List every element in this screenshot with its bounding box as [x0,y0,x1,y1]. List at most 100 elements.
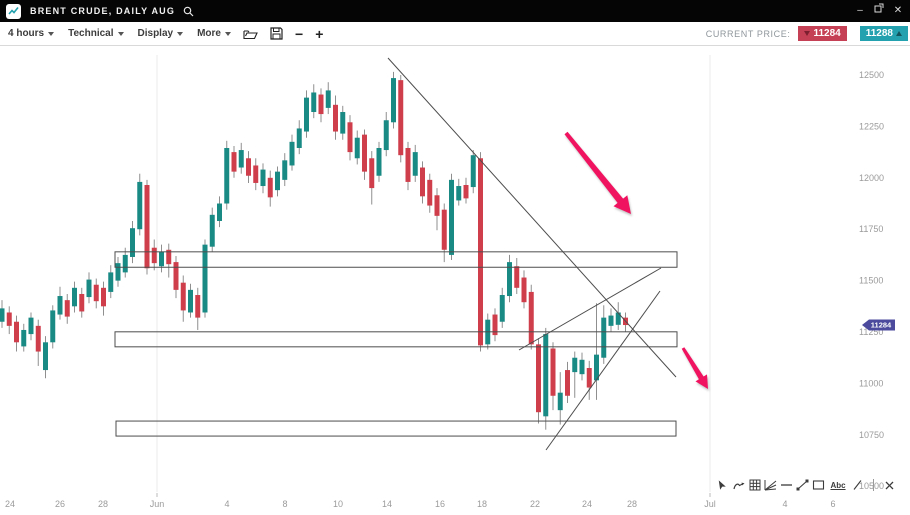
candle-up [391,78,396,123]
candle-up [224,147,230,204]
cursor-tool[interactable] [716,478,729,492]
candle-down [253,165,259,183]
resistance-zone-upper[interactable] [114,251,678,268]
zoom-out-icon[interactable]: − [295,25,304,42]
price-axis-label: 12000 [859,173,884,183]
price-axis-label: 11000 [859,378,883,388]
bearish-arrow-large[interactable] [564,131,632,214]
candle-up [608,315,614,326]
candle-up [202,244,208,313]
candle-up [72,287,77,307]
candle-up [304,97,309,132]
horizontal-line-tool[interactable] [780,478,793,492]
chevron-down-icon [48,32,55,36]
candle-up [601,317,607,358]
candle-up [50,310,56,343]
descending-trendline[interactable] [387,57,677,378]
close-button[interactable]: ✕ [893,5,903,16]
support-zone-lower[interactable] [115,420,677,437]
drawing-toolbar: Abc [716,477,896,493]
time-axis-label: 16 [435,499,445,509]
candle-up [615,312,621,325]
candle-up [296,128,302,148]
candle-up [115,263,121,281]
candle-down [427,179,433,206]
display-label: Display [137,28,174,39]
candle-up [21,329,27,347]
candle-up [238,150,244,168]
current-price-tag [862,319,895,331]
time-axis-label: 22 [530,499,540,509]
candle-down [441,209,447,250]
candle-down [521,277,527,303]
candle-down [93,284,99,302]
more-label: More [197,28,221,39]
candle-up [260,169,266,187]
grid-tool[interactable] [748,478,761,492]
time-axis-label: 26 [55,499,65,509]
candle-up [507,262,512,297]
minimize-button[interactable]: – [857,5,863,16]
open-folder-icon[interactable] [243,28,258,40]
candle-up [159,251,164,267]
candle-down [64,300,70,317]
candle-up [209,214,215,247]
candle-down [246,158,251,176]
candle-down [79,293,85,312]
zoom-in-icon[interactable]: + [315,25,324,42]
time-axis-label: 10 [333,499,343,509]
candle-up [188,289,193,313]
candle-up [579,359,585,375]
candle-up [282,160,288,180]
candle-down [434,195,440,216]
timeframe-label: 4 hours [8,28,45,39]
candle-up [594,354,599,381]
display-menu[interactable]: Display [138,28,184,39]
elbow-arrow-tool[interactable] [732,478,745,492]
search-icon[interactable] [183,6,194,17]
ask-price-badge[interactable]: 11288 [859,26,908,41]
candle-up [108,272,114,292]
candle-down [166,249,172,265]
trendline-tool[interactable] [796,478,809,492]
title-bar: BRENT CRUDE, DAILY AUG – ✕ [0,0,910,22]
technical-label: Technical [68,28,114,39]
time-axis-label: 8 [282,499,287,509]
candle-up [456,186,462,201]
candle-up [340,112,346,134]
candle-down [180,282,186,311]
bid-price-badge[interactable]: 11284 [798,26,847,41]
candle-down [151,247,157,264]
candle-down [420,167,425,197]
bearish-arrow-small[interactable] [681,347,708,389]
time-axis-label: 14 [382,499,392,509]
candle-down [318,94,324,115]
restore-button[interactable] [873,0,885,22]
candle-down [565,370,570,396]
bid-price-value: 11284 [813,28,841,39]
mid-zone[interactable] [114,331,678,348]
delete-tool[interactable] [883,478,896,492]
candle-down [231,152,237,172]
time-axis-label: 28 [98,499,108,509]
diagonal-line-tool[interactable] [851,478,864,492]
rectangle-tool[interactable] [812,478,825,492]
price-axis-label: 12250 [859,121,884,131]
candle-down [101,287,106,307]
arrow-down-icon [804,31,811,36]
wedge-lower-line[interactable] [545,290,661,451]
text-tool[interactable]: Abc [828,478,848,492]
technical-menu[interactable]: Technical [68,28,124,39]
wedge-upper-line[interactable] [518,267,662,351]
candle-up [354,137,360,159]
candle-up [43,342,48,371]
fan-lines-tool[interactable] [764,478,777,492]
more-menu[interactable]: More [197,28,231,39]
candle-up [311,92,317,113]
time-axis-label: 24 [582,499,592,509]
candle-up [449,179,454,255]
timeframe-menu[interactable]: 4 hours [8,28,55,39]
candle-up [383,120,389,151]
save-icon[interactable] [270,27,283,40]
